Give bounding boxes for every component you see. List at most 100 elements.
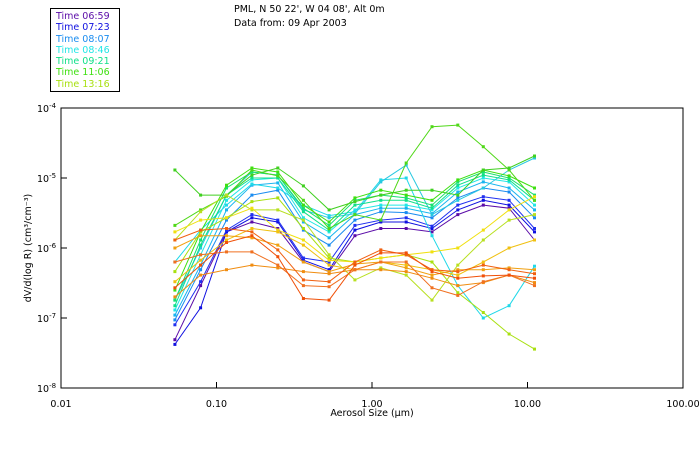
data-point: [456, 198, 460, 202]
series-2: [173, 198, 536, 346]
data-point: [173, 304, 177, 308]
data-point: [199, 218, 203, 222]
series-line: [174, 199, 535, 345]
data-point: [379, 193, 383, 197]
data-point: [173, 313, 177, 317]
data-point: [430, 270, 434, 274]
series-layer: [173, 123, 536, 351]
data-point: [456, 193, 460, 197]
data-point: [250, 168, 254, 172]
data-point: [301, 243, 305, 247]
data-point: [456, 208, 460, 212]
data-point: [507, 246, 511, 250]
data-point: [327, 243, 331, 247]
data-point: [533, 213, 536, 217]
data-point: [507, 174, 511, 178]
data-point: [353, 260, 357, 264]
data-point: [353, 210, 357, 214]
data-point: [533, 284, 536, 288]
data-point: [327, 263, 331, 267]
data-point: [250, 230, 254, 234]
data-point: [276, 181, 280, 185]
data-point: [327, 208, 331, 212]
data-point: [301, 238, 305, 242]
data-point: [533, 195, 536, 199]
data-point: [430, 208, 434, 212]
data-point: [276, 218, 280, 222]
data-point: [507, 180, 511, 184]
data-point: [173, 308, 177, 312]
series-line: [174, 174, 535, 306]
data-point: [507, 186, 511, 190]
data-point: [404, 270, 408, 274]
data-point: [276, 255, 280, 259]
data-point: [507, 304, 511, 308]
data-point: [173, 223, 177, 227]
data-point: [353, 218, 357, 222]
chart-header: PML, N 50 22', W 04 08', Alt 0m Data fro…: [234, 3, 385, 31]
data-point: [199, 280, 203, 284]
y-tick-label: 10-5: [37, 172, 56, 185]
data-point: [404, 260, 408, 264]
data-point: [225, 241, 228, 244]
data-point: [456, 190, 460, 194]
x-tick-label: 10.00: [514, 399, 541, 410]
data-point: [456, 293, 460, 297]
data-point: [301, 256, 305, 260]
location-line: PML, N 50 22', W 04 08', Alt 0m: [234, 4, 385, 15]
data-point: [456, 270, 460, 274]
data-point: [533, 238, 536, 242]
data-point: [301, 208, 305, 212]
data-point: [173, 338, 177, 342]
data-point: [301, 284, 305, 288]
data-point: [173, 342, 177, 346]
data-point: [199, 228, 203, 232]
data-point: [353, 196, 357, 200]
data-point: [276, 266, 280, 270]
data-point: [379, 256, 383, 260]
y-tick-exponent: -4: [49, 102, 57, 110]
data-point: [225, 250, 228, 254]
data-point: [327, 268, 331, 272]
data-point: [507, 203, 511, 207]
data-point: [379, 227, 383, 230]
legend-entry: Time 07:23: [56, 22, 110, 34]
data-point: [301, 210, 305, 214]
data-point: [353, 203, 357, 207]
data-point: [379, 180, 383, 184]
data-point: [301, 206, 305, 210]
data-point: [301, 184, 305, 188]
data-point: [404, 211, 408, 215]
data-point: [250, 173, 254, 177]
data-point: [353, 234, 357, 238]
data-point: [379, 188, 383, 192]
data-point: [199, 273, 203, 277]
data-point: [173, 298, 177, 302]
data-point: [507, 218, 511, 222]
data-point: [301, 227, 305, 230]
data-point: [507, 266, 511, 270]
y-axis-title: dV/d(log R) (cm³/cm⁻³): [23, 194, 34, 303]
data-point: [173, 318, 177, 322]
legend: Time 06:59 Time 07:23 Time 08:07 Time 08…: [50, 8, 120, 92]
data-point: [173, 270, 177, 274]
data-point: [327, 227, 331, 230]
data-point: [353, 263, 357, 267]
data-point: [301, 220, 305, 224]
plot-frame: [60, 107, 684, 389]
data-point: [199, 234, 203, 238]
data-point: [456, 263, 460, 267]
data-point: [456, 273, 460, 277]
data-point: [327, 214, 331, 218]
series-line: [174, 235, 535, 301]
data-point: [301, 270, 305, 274]
data-point: [430, 203, 434, 207]
data-point: [430, 125, 434, 129]
data-point: [533, 186, 536, 190]
data-point: [250, 250, 254, 254]
series-22: [173, 234, 536, 302]
data-point: [404, 266, 408, 270]
data-point: [173, 323, 177, 327]
y-tick-exponent: -8: [49, 382, 56, 390]
